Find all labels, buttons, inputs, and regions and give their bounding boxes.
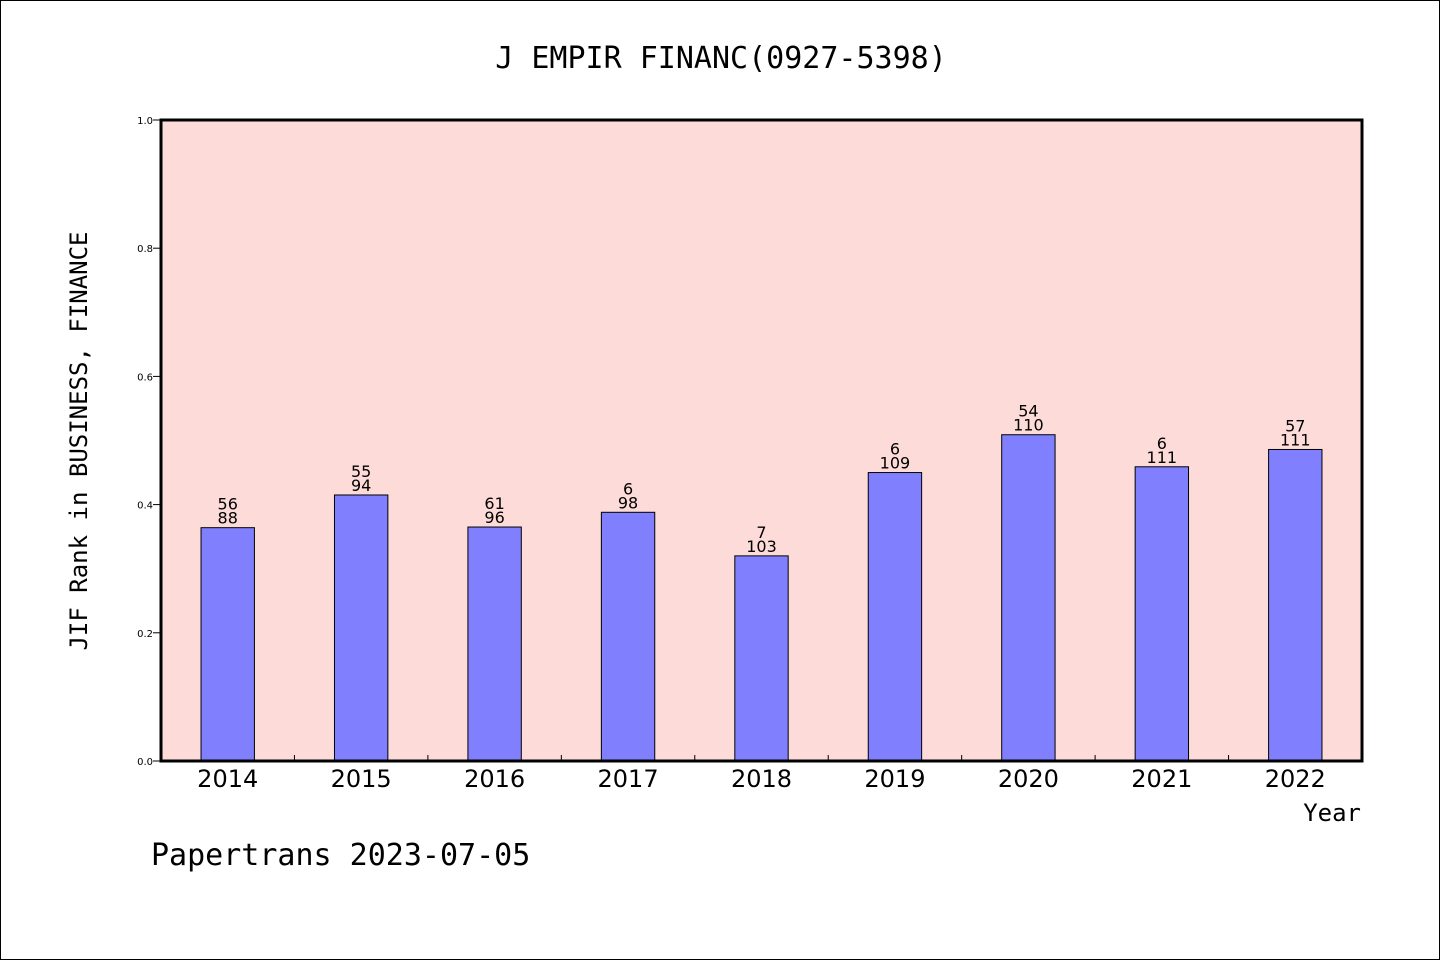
bar-2017 [600, 511, 656, 762]
bar-rank-label: 54 [1018, 402, 1038, 421]
bar-rank-label: 55 [351, 462, 371, 481]
bar-2019 [867, 472, 923, 762]
x-tick-label: 2022 [1265, 765, 1326, 793]
bar-rank-label: 56 [218, 495, 238, 514]
bar-rank-label: 7 [756, 523, 766, 542]
bar-2022 [1268, 448, 1323, 762]
x-tick-label: 2017 [598, 765, 659, 793]
x-tick-label: 2015 [331, 765, 392, 793]
bar-rank-label: 6 [890, 440, 900, 459]
y-axis-label: JIF Rank in BUSINESS, FINANCE [65, 231, 93, 650]
bar-labels-group: 5688201455942015619620166982017710320186… [197, 402, 1326, 793]
y-tick-label: 0.0 [137, 757, 153, 768]
x-tick-label: 2014 [197, 765, 258, 793]
chart-title: J EMPIR FINANC(0927-5398) [495, 41, 947, 76]
bar-rank-label: 6 [1157, 434, 1167, 453]
bar-total-label: 111 [1147, 448, 1178, 467]
bar-2015 [333, 494, 389, 762]
x-tick-label: 2021 [1131, 765, 1192, 793]
bar-total-label: 88 [218, 509, 238, 528]
bar-total-label: 109 [880, 454, 911, 473]
y-tick-label: 1.0 [137, 116, 153, 127]
bar-total-label: 103 [746, 537, 777, 556]
bar-total-label: 94 [351, 476, 371, 495]
bar-2020 [1001, 434, 1056, 762]
bar-2016 [467, 526, 522, 762]
y-tick-label: 0.8 [137, 244, 153, 255]
plot-border [159, 118, 1364, 763]
x-tick-label: 2020 [998, 765, 1059, 793]
bar-rank-label: 57 [1285, 416, 1305, 435]
bar-total-label: 110 [1013, 416, 1044, 435]
x-tick-label: 2016 [464, 765, 525, 793]
x-tick-label: 2018 [731, 765, 792, 793]
bar-rank-label: 6 [623, 479, 633, 498]
bar-2018 [734, 555, 789, 762]
y-tick-label: 0.2 [137, 629, 153, 640]
y-tick-label: 0.6 [137, 372, 153, 383]
bar-total-label: 96 [484, 508, 504, 527]
bar-total-label: 98 [618, 493, 638, 512]
x-tick-label: 2019 [864, 765, 925, 793]
bar-rank-label: 61 [484, 494, 504, 513]
bar-2021 [1134, 466, 1190, 762]
x-axis-label: Year [1303, 799, 1361, 827]
y-tick-label: 0.4 [137, 501, 153, 512]
bar-total-label: 111 [1280, 430, 1311, 449]
bars-group [200, 434, 1323, 762]
footer-credit: Papertrans 2023-07-05 [151, 838, 530, 873]
bar-2014 [200, 527, 255, 762]
